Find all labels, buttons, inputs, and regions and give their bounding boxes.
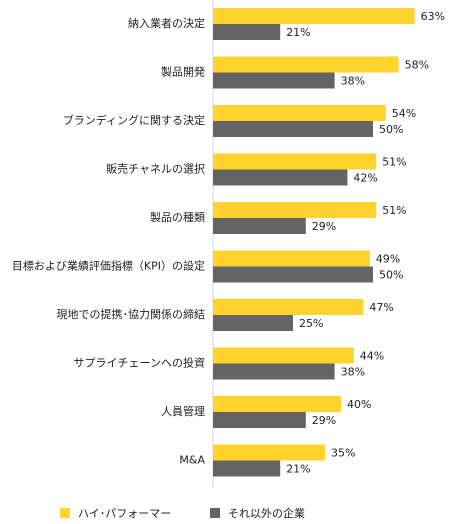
- legend-item-others: それ以外の企業: [210, 505, 305, 521]
- bar-others: [213, 412, 306, 428]
- value-label-high-performer: 40%: [347, 398, 371, 411]
- bar-others: [213, 24, 281, 40]
- category-label: 納入業者の決定: [128, 16, 205, 30]
- bar-others: [213, 266, 373, 283]
- category-label: サプライチェーンへの投資: [74, 356, 205, 370]
- value-label-others: 38%: [341, 366, 365, 379]
- value-label-high-performer: 44%: [360, 350, 384, 363]
- legend-item-high-performer: ハイ･パフォーマー: [60, 505, 171, 521]
- value-label-others: 29%: [312, 220, 336, 233]
- value-label-others: 42%: [353, 172, 377, 185]
- bar-high-performer: [213, 153, 377, 170]
- bar-others: [213, 460, 281, 477]
- category-label: 現地での提携･協力関係の締結: [57, 307, 206, 321]
- bar-others: [213, 72, 335, 89]
- bar-high-performer: [213, 8, 415, 24]
- legend-label-high-performer: ハイ･パフォーマー: [78, 507, 172, 520]
- value-label-others: 38%: [341, 75, 365, 88]
- bars: [213, 8, 415, 477]
- value-label-high-performer: 51%: [382, 156, 406, 169]
- bar-high-performer: [213, 202, 377, 218]
- legend: ハイ･パフォーマー それ以外の企業: [0, 505, 452, 521]
- bar-high-performer: [213, 250, 370, 267]
- category-label: 製品の種類: [150, 210, 205, 224]
- bar-others: [213, 218, 306, 234]
- value-label-high-performer: 47%: [369, 301, 393, 314]
- value-label-high-performer: 35%: [331, 447, 355, 460]
- category-label: 人員管理: [161, 404, 205, 418]
- value-label-others: 25%: [299, 317, 323, 330]
- bar-others: [213, 363, 335, 380]
- value-label-high-performer: 49%: [376, 253, 400, 266]
- value-label-others: 21%: [286, 463, 310, 476]
- value-label-others: 21%: [286, 26, 310, 39]
- bar-high-performer: [213, 56, 399, 73]
- category-label: 目標および業績評価指標（KPI）の設定: [12, 259, 205, 273]
- bar-high-performer: [213, 105, 386, 121]
- value-label-others: 50%: [379, 123, 403, 136]
- legend-swatch-high-performer: [60, 508, 70, 518]
- legend-label-others: それ以外の企業: [228, 507, 305, 520]
- legend-swatch-others: [210, 508, 220, 518]
- value-labels: 63% 21% 58% 38% 54% 50% 51% 42% 51% 29% 49% 50% 47% 2…: [286, 10, 445, 476]
- bar-others: [213, 315, 293, 331]
- value-label-high-performer: 58%: [405, 59, 429, 72]
- bar-others: [213, 169, 348, 186]
- value-label-high-performer: 63%: [421, 10, 445, 23]
- value-label-others: 29%: [312, 414, 336, 427]
- category-label: M&A: [179, 454, 205, 467]
- category-label: 製品開発: [161, 65, 205, 79]
- value-label-high-performer: 51%: [382, 204, 406, 217]
- category-labels: 納入業者の決定製品開発ブランディングに関する決定販売チャネルの選択製品の種類目標…: [12, 16, 206, 467]
- bar-high-performer: [213, 444, 325, 461]
- bar-high-performer: [213, 396, 341, 412]
- value-label-others: 50%: [379, 269, 403, 282]
- value-label-high-performer: 54%: [392, 107, 416, 120]
- bar-high-performer: [213, 347, 354, 364]
- category-label: ブランディングに関する決定: [63, 113, 205, 127]
- bar-others: [213, 121, 373, 137]
- bar-high-performer: [213, 299, 364, 315]
- category-label: 販売チャネルの選択: [106, 162, 205, 176]
